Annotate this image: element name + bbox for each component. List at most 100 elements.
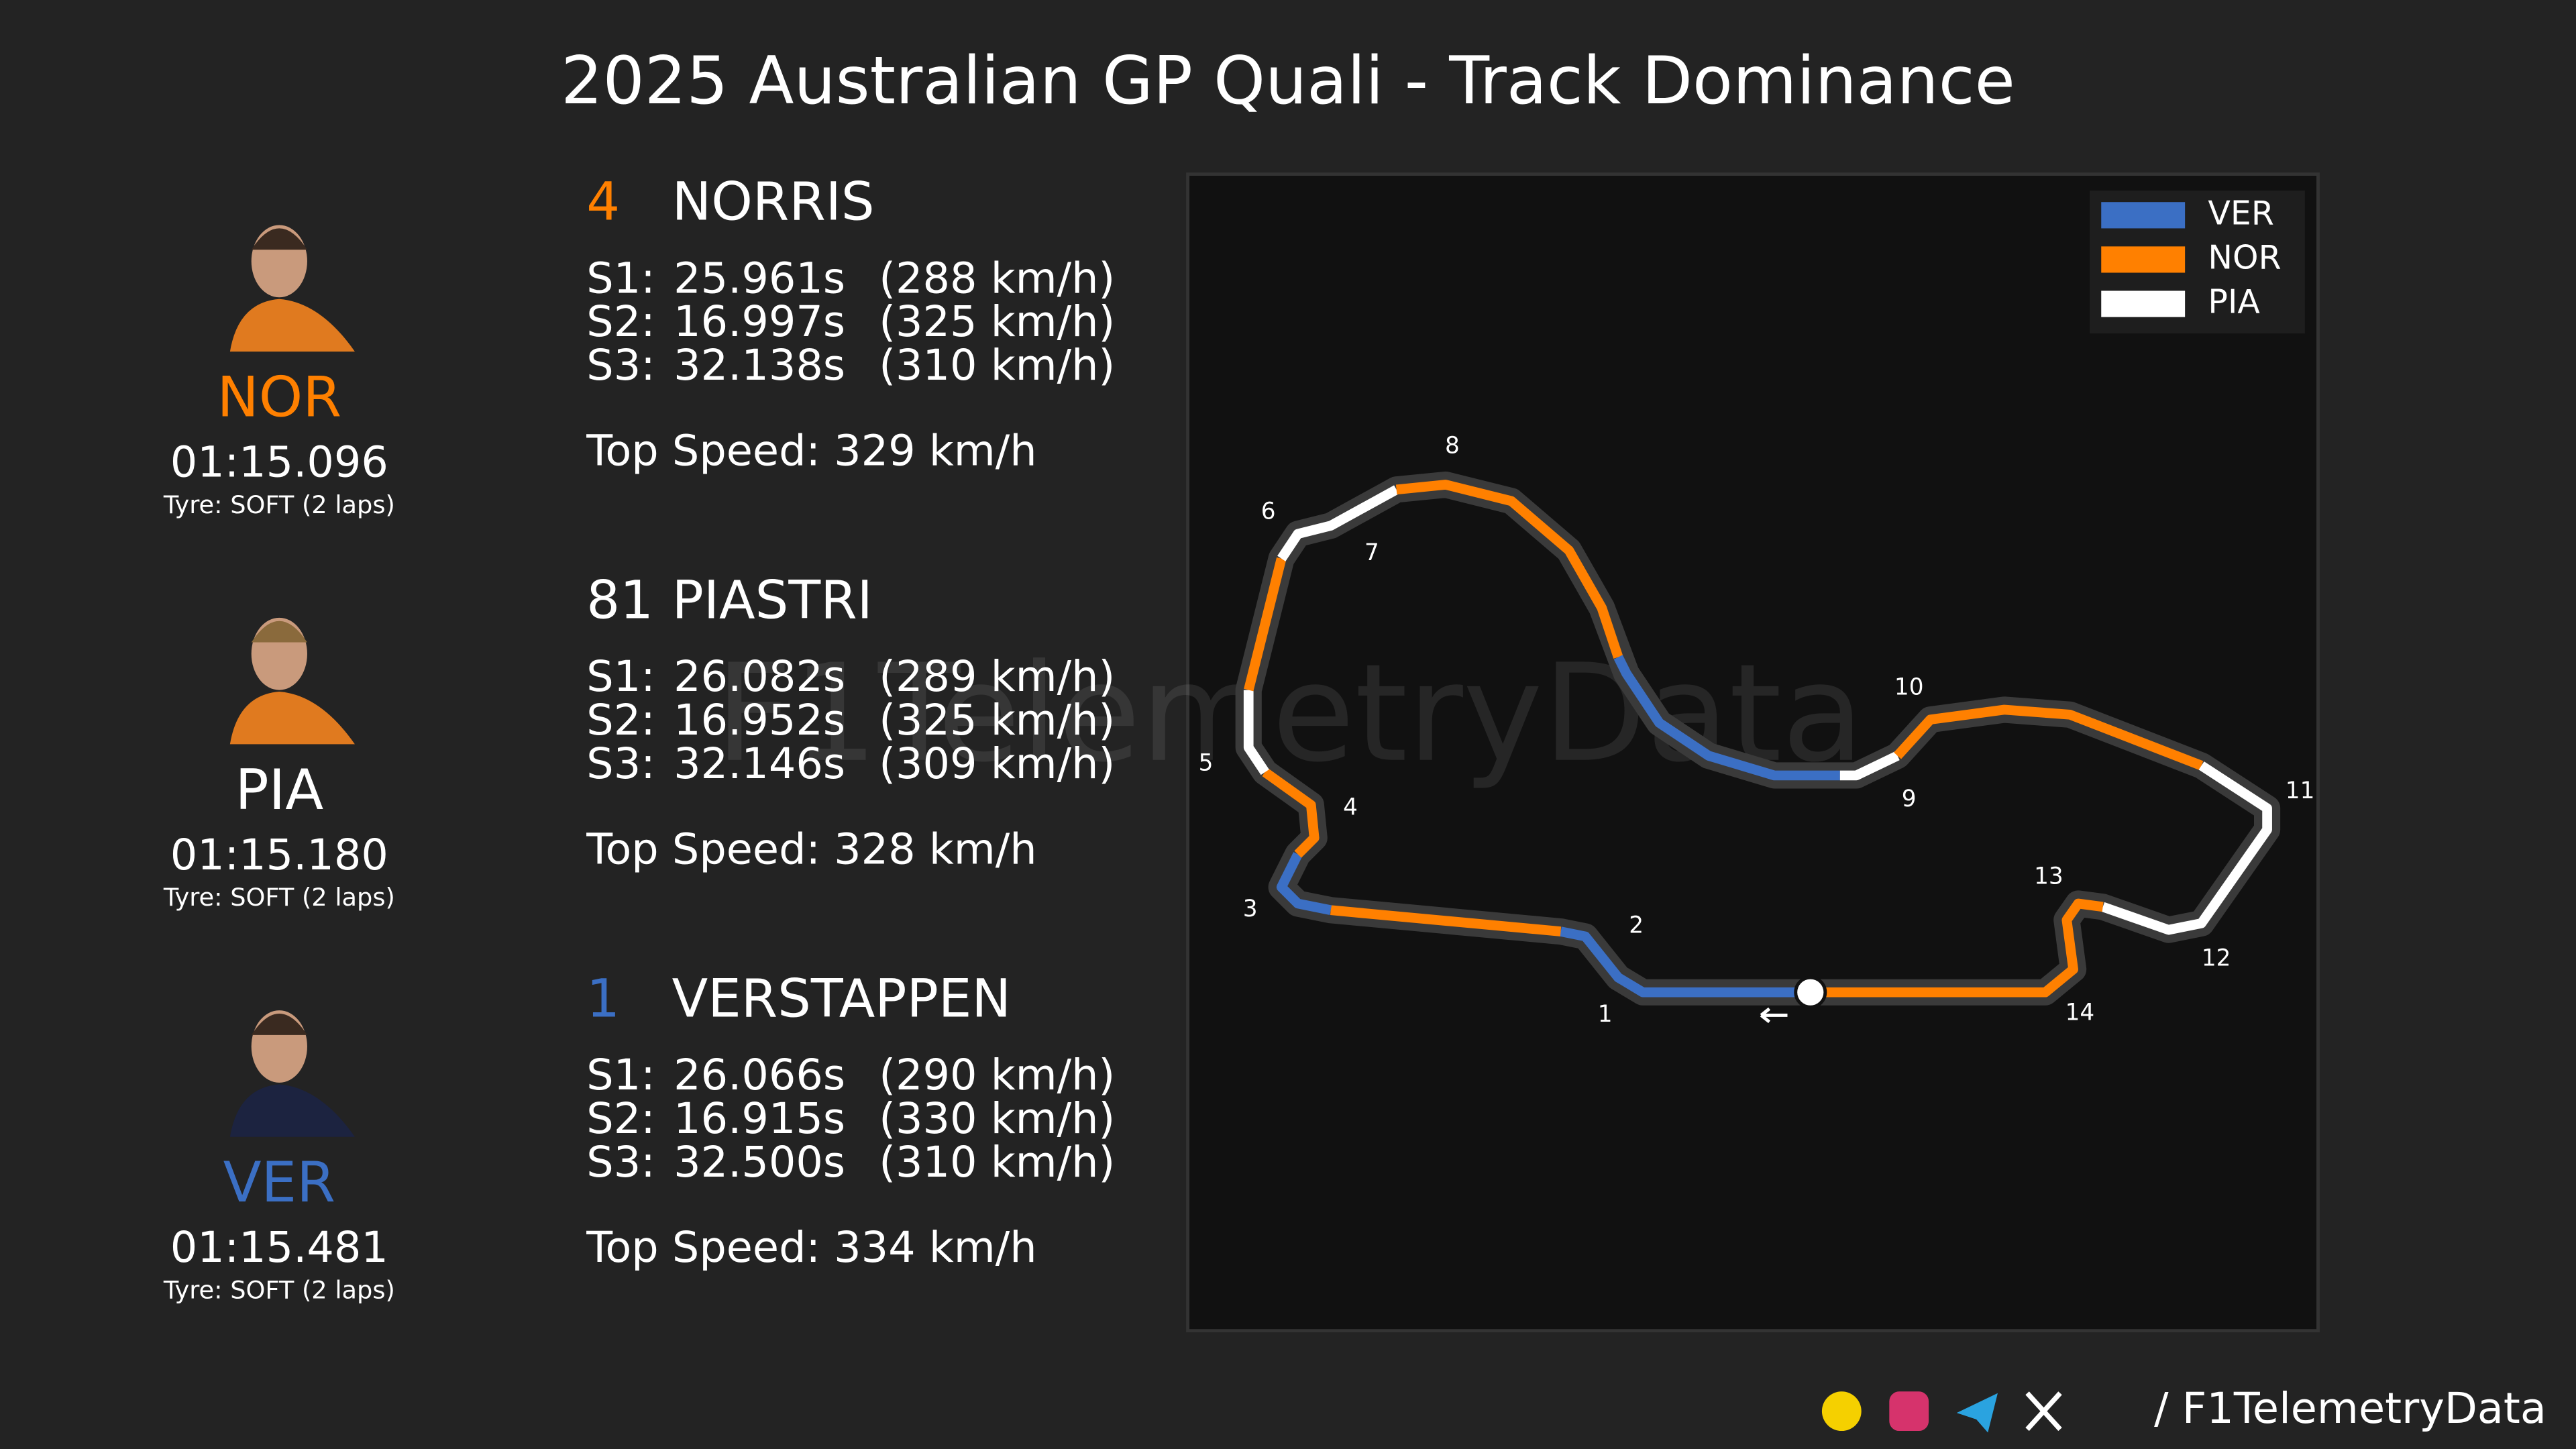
legend-swatch [2101, 290, 2186, 317]
track-segment [1613, 655, 1840, 781]
corner-label: 3 [1243, 896, 1258, 922]
corner-label: 5 [1199, 749, 1214, 776]
lap-time: 01:15.180 [170, 830, 388, 880]
social-icons [1821, 1391, 2062, 1433]
legend-items: VER NOR PIA [2101, 194, 2282, 321]
corner-label: 10 [1894, 674, 1924, 701]
track-segment [1839, 751, 1900, 781]
driver-name: PIASTRI [672, 570, 873, 631]
track-segment [1244, 557, 1287, 692]
sector-label: S2: [586, 1094, 655, 1144]
track-segment [2101, 761, 2272, 935]
tyre-info: Tyre: SOFT (2 laps) [163, 490, 395, 519]
direction-arrow [1760, 1007, 1788, 1024]
sector-label: S3: [586, 1138, 655, 1187]
driver-hair [251, 1014, 307, 1035]
driver-body [229, 1084, 355, 1137]
sector-speed: (310 km/h) [879, 1138, 1115, 1187]
title: 2025 Australian GP Quali - Track Dominan… [561, 43, 2015, 119]
sector-time: 32.500s [674, 1138, 845, 1187]
icon [1956, 1393, 1998, 1433]
sector-time: 26.066s [674, 1051, 845, 1100]
map-panel [1186, 172, 2320, 1333]
corner-label: 4 [1343, 794, 1358, 820]
sector-speed: (289 km/h) [879, 652, 1115, 702]
driver-hair [251, 621, 307, 643]
driver-name: VERSTAPPEN [672, 968, 1011, 1029]
driver-number: 4 [586, 172, 620, 233]
track-segment [1262, 768, 1320, 858]
driver-body [229, 692, 355, 745]
sector-speed: (309 km/h) [879, 739, 1115, 789]
sector-speed: (325 km/h) [879, 297, 1115, 347]
legend-swatch [2101, 246, 2186, 273]
driver-code: NOR [217, 364, 341, 429]
corner-label: 11 [2286, 777, 2315, 804]
sector-time: 16.952s [674, 696, 845, 745]
track-segment [1276, 852, 1332, 915]
legend-swatch [2101, 202, 2186, 229]
sector-speed: (325 km/h) [879, 696, 1115, 745]
driver-code: PIA [235, 757, 323, 822]
sector-label: S2: [586, 297, 655, 347]
legend-label: NOR [2208, 238, 2281, 276]
sector-label: S1: [586, 254, 655, 303]
sector-label: S2: [586, 696, 655, 745]
sector-time: 25.961s [674, 254, 845, 303]
sector-time: 32.146s [674, 739, 845, 789]
corner-label: 13 [2034, 863, 2063, 890]
legend-label: VER [2208, 194, 2273, 232]
track-segment [1560, 926, 1811, 998]
icon [1821, 1391, 1862, 1432]
corner-label: 6 [1261, 498, 1276, 525]
driver-body [229, 299, 355, 352]
track-segment [1395, 480, 1623, 659]
corner-label: 14 [2065, 1000, 2095, 1026]
track-segment [1810, 898, 2104, 998]
start-finish [1794, 975, 1827, 1009]
watermark: F1TelemetryData [715, 636, 1864, 792]
sector-label: S3: [586, 341, 655, 390]
icon [2025, 1391, 2062, 1432]
sector-label: S1: [586, 652, 655, 702]
driver-number: 1 [586, 968, 620, 1029]
sector-time: 26.082s [674, 652, 845, 702]
driver-hair [251, 228, 307, 250]
sector-speed: (288 km/h) [879, 254, 1115, 303]
sector-speed: (310 km/h) [879, 341, 1115, 390]
corner-label: 12 [2202, 945, 2231, 972]
track-map [1235, 471, 2281, 1024]
corner-label: 7 [1364, 539, 1379, 566]
driver-code: VER [223, 1150, 335, 1215]
sector-time: 16.915s [674, 1094, 845, 1144]
track-segment [1894, 704, 2204, 771]
top-speed: Top Speed: 329 km/h [586, 426, 1036, 476]
corner-label: 8 [1445, 433, 1460, 460]
corner-label: 2 [1629, 912, 1644, 939]
top-speed: Top Speed: 328 km/h [586, 824, 1036, 874]
sector-speed: (290 km/h) [879, 1051, 1115, 1100]
sector-label: S1: [586, 1051, 655, 1100]
sector-time: 32.138s [674, 341, 845, 390]
track-segment [1277, 485, 1399, 561]
tyre-info: Tyre: SOFT (2 laps) [163, 1275, 395, 1304]
icon [1889, 1391, 1929, 1432]
track-segment [1243, 690, 1269, 775]
lap-time: 01:15.096 [170, 438, 388, 488]
corner-label: 1 [1598, 1001, 1613, 1028]
footer: / F1TelemetryData [2154, 1384, 2546, 1434]
driver-number: 81 [586, 570, 653, 631]
corner-label: 9 [1902, 786, 1917, 812]
top-speed: Top Speed: 334 km/h [586, 1223, 1036, 1273]
driver-name: NORRIS [672, 172, 875, 233]
sector-label: S3: [586, 739, 655, 789]
track-segment [1330, 905, 1562, 936]
tyre-info: Tyre: SOFT (2 laps) [163, 883, 395, 912]
sector-speed: (330 km/h) [879, 1094, 1115, 1144]
lap-time: 01:15.481 [170, 1223, 388, 1273]
legend-label: PIA [2208, 283, 2260, 321]
sector-time: 16.997s [674, 297, 845, 347]
